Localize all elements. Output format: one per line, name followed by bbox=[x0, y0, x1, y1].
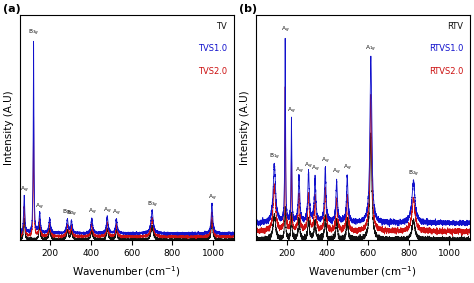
Text: (a): (a) bbox=[3, 4, 20, 14]
Text: A$_{g}$: A$_{g}$ bbox=[20, 185, 28, 195]
Text: TV: TV bbox=[216, 22, 227, 31]
Text: TVS1.0: TVS1.0 bbox=[198, 44, 227, 53]
Text: (b): (b) bbox=[239, 4, 257, 14]
Text: A$_{g}$: A$_{g}$ bbox=[88, 207, 96, 217]
X-axis label: Wavenumber (cm$^{-1}$): Wavenumber (cm$^{-1}$) bbox=[72, 264, 181, 279]
Text: A$_{g}$: A$_{g}$ bbox=[103, 206, 111, 216]
Y-axis label: Intensity (A.U): Intensity (A.U) bbox=[240, 90, 250, 165]
Text: B$_{1g}$: B$_{1g}$ bbox=[62, 208, 73, 218]
Text: RTVS2.0: RTVS2.0 bbox=[429, 67, 464, 76]
Text: A$_{g}$: A$_{g}$ bbox=[287, 106, 296, 116]
Text: A$_{g}$: A$_{g}$ bbox=[332, 167, 341, 177]
Text: A$_{g}$: A$_{g}$ bbox=[281, 25, 290, 35]
Text: A$_{1g}$: A$_{1g}$ bbox=[365, 43, 376, 53]
Text: B$_{3g}$: B$_{3g}$ bbox=[146, 200, 158, 210]
X-axis label: Wavenumber (cm$^{-1}$): Wavenumber (cm$^{-1}$) bbox=[309, 264, 418, 279]
Text: TVS2.0: TVS2.0 bbox=[198, 67, 227, 76]
Text: B$_{3g}$: B$_{3g}$ bbox=[28, 28, 39, 38]
Text: A$_{g}$: A$_{g}$ bbox=[321, 155, 329, 166]
Text: A$_{g}$: A$_{g}$ bbox=[208, 193, 216, 203]
Text: A$_{g}$: A$_{g}$ bbox=[36, 202, 44, 212]
Text: A$_{g}$: A$_{g}$ bbox=[295, 166, 303, 176]
Text: B$_{2g}$: B$_{2g}$ bbox=[66, 209, 77, 219]
Text: B$_{1g}$: B$_{1g}$ bbox=[269, 152, 280, 162]
Text: A$_{g}$: A$_{g}$ bbox=[112, 208, 121, 218]
Y-axis label: Intensity (A.U): Intensity (A.U) bbox=[4, 90, 14, 165]
Text: B$_{2g}$: B$_{2g}$ bbox=[408, 169, 419, 179]
Text: A$_{g}$: A$_{g}$ bbox=[304, 160, 313, 171]
Text: A$_{g}$: A$_{g}$ bbox=[311, 163, 319, 173]
Text: RTVS1.0: RTVS1.0 bbox=[429, 44, 464, 53]
Text: RTV: RTV bbox=[447, 22, 464, 31]
Text: A$_{g}$: A$_{g}$ bbox=[343, 163, 352, 173]
